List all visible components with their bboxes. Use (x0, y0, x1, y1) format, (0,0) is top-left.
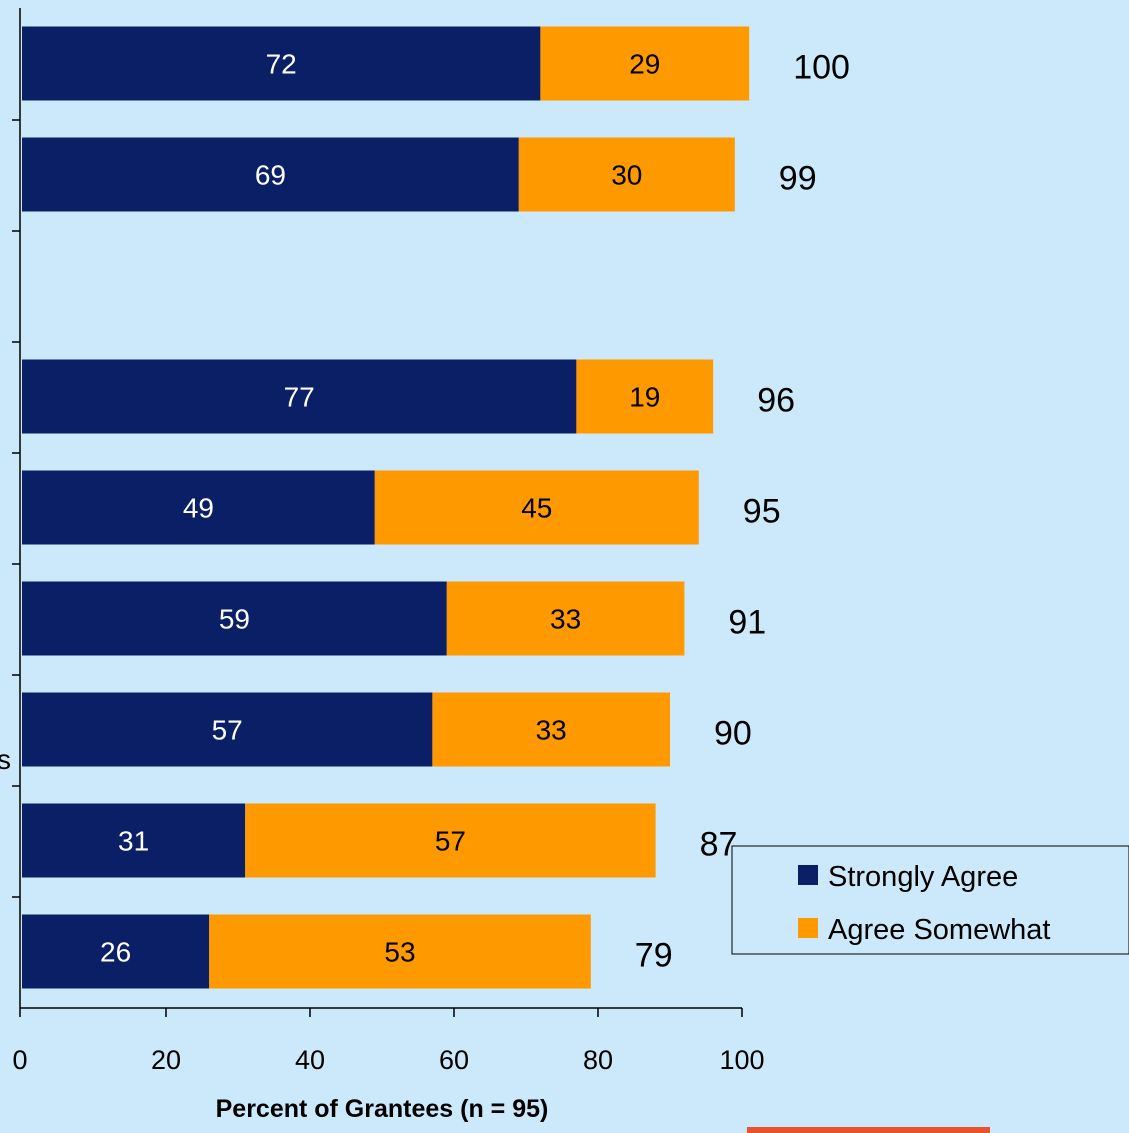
total-label-3: 96 (757, 382, 795, 420)
data-label-agree-somewhat-4: 45 (521, 493, 552, 524)
cut-off-category-label: s (0, 744, 11, 775)
data-label-strongly-agree-5: 59 (219, 604, 250, 635)
bars-layer: 72 29 100 69 30 99 77 19 96 49 45 95 59 33 91 57 33 90 31 5… (22, 26, 850, 989)
legend-swatch-strongly-agree (798, 865, 818, 885)
bar-strongly-agree-8 (22, 914, 210, 989)
bar-strongly-agree-1 (22, 137, 519, 212)
data-label-strongly-agree-3: 77 (284, 382, 315, 413)
x-tick-label-20: 20 (151, 1045, 181, 1075)
data-label-strongly-agree-6: 57 (212, 715, 243, 746)
bar-strongly-agree-6 (22, 692, 433, 767)
bar-agree-somewhat-3 (576, 359, 714, 434)
x-tick-label-40: 40 (295, 1045, 325, 1075)
data-label-agree-somewhat-5: 33 (550, 604, 581, 635)
data-label-agree-somewhat-6: 33 (536, 715, 567, 746)
bar-agree-somewhat-1 (518, 137, 735, 212)
data-label-agree-somewhat-1: 30 (611, 160, 642, 191)
bar-strongly-agree-0 (22, 26, 541, 101)
decorative-red-bar (747, 1127, 990, 1133)
bar-strongly-agree-5 (22, 581, 447, 656)
bar-agree-somewhat-7 (245, 803, 656, 878)
bar-agree-somewhat-4 (374, 470, 699, 545)
bar-strongly-agree-7 (22, 803, 246, 878)
bar-agree-somewhat-8 (209, 914, 591, 989)
bar-agree-somewhat-5 (446, 581, 685, 656)
legend-label-strongly-agree: Strongly Agree (828, 861, 1018, 893)
bar-strongly-agree-4 (22, 470, 375, 545)
total-label-1: 99 (779, 160, 817, 198)
data-label-strongly-agree-8: 26 (100, 937, 131, 968)
x-axis-title: Percent of Grantees (n = 95) (216, 1095, 549, 1123)
data-label-strongly-agree-7: 31 (118, 826, 149, 857)
total-label-5: 91 (728, 604, 766, 642)
legend-label-agree-somewhat: Agree Somewhat (828, 914, 1050, 946)
legend: Strongly Agree Agree Somewhat (731, 845, 1129, 955)
ticks-layer: 0 20 40 60 80 100 (12, 119, 765, 1075)
data-label-agree-somewhat-8: 53 (384, 937, 415, 968)
x-tick-label-100: 100 (719, 1045, 764, 1075)
data-label-agree-somewhat-0: 29 (629, 49, 660, 80)
data-label-agree-somewhat-3: 19 (629, 382, 660, 413)
x-tick-label-0: 0 (12, 1045, 27, 1075)
bar-strongly-agree-3 (22, 359, 577, 434)
x-tick-label-60: 60 (439, 1045, 469, 1075)
bar-agree-somewhat-6 (432, 692, 670, 767)
axes-layer (19, 8, 742, 1009)
total-label-8: 79 (635, 937, 673, 975)
data-label-strongly-agree-0: 72 (266, 49, 297, 80)
data-label-strongly-agree-4: 49 (183, 493, 214, 524)
total-label-6: 90 (714, 715, 752, 753)
x-tick-label-80: 80 (583, 1045, 613, 1075)
bar-agree-somewhat-0 (540, 26, 750, 101)
data-label-strongly-agree-1: 69 (255, 160, 286, 191)
total-label-7: 87 (700, 826, 738, 864)
legend-swatch-agree-somewhat (798, 918, 818, 938)
total-label-4: 95 (743, 493, 781, 531)
data-label-agree-somewhat-7: 57 (435, 826, 466, 857)
total-label-0: 100 (793, 49, 850, 87)
